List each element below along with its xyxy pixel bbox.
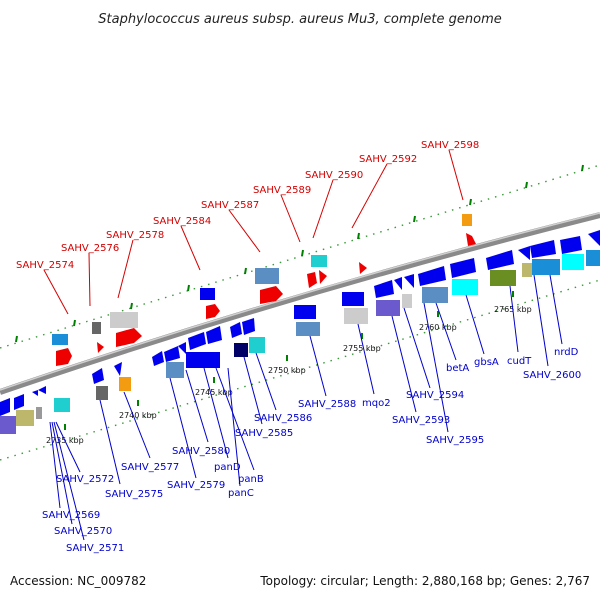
gene-label[interactable]: betA — [446, 363, 469, 374]
gene-label[interactable]: SAHV_2598 — [421, 140, 479, 151]
map-title: Staphylococcus aureus subsp. aureus Mu3,… — [98, 12, 502, 27]
gene-label[interactable]: SAHV_2580 — [172, 446, 230, 457]
scale-tick-label: 2760 kbp — [419, 323, 457, 332]
gene-label[interactable]: SAHV_2588 — [298, 399, 356, 410]
gene-label[interactable]: panC — [228, 488, 254, 499]
gene-label[interactable]: SAHV_2594 — [406, 390, 464, 401]
reverse-gene-features — [0, 230, 600, 434]
gene-label[interactable]: SAHV_2590 — [305, 170, 363, 181]
genome-backbone — [0, 212, 600, 395]
gene-arrow — [307, 272, 317, 288]
gene-label[interactable]: SAHV_2571 — [66, 543, 124, 554]
gene-feature — [52, 334, 68, 345]
gene-arrow — [56, 348, 72, 366]
outer-track-ticks — [15, 164, 584, 343]
gene-label[interactable]: gbsA — [474, 357, 499, 368]
scale-tick-label: 2755 kbp — [343, 344, 381, 353]
gene-label[interactable]: SAHV_2578 — [106, 230, 164, 241]
gene-label[interactable]: SAHV_2587 — [201, 200, 259, 211]
genome-summary-text: Topology: circular; Length: 2,880,168 bp… — [259, 574, 590, 588]
gene-label[interactable]: SAHV_2579 — [167, 480, 225, 491]
gene-label[interactable]: SAHV_2575 — [105, 489, 163, 500]
genome-backbone-highlight — [0, 212, 600, 391]
gene-label[interactable]: SAHV_2576 — [61, 243, 119, 254]
gene-label[interactable]: SAHV_2585 — [235, 428, 293, 439]
gene-label[interactable]: mqo2 — [362, 398, 391, 409]
gene-label[interactable]: SAHV_2570 — [54, 526, 112, 537]
gene-label[interactable]: panD — [214, 462, 241, 473]
gene-label[interactable]: SAHV_2574 — [16, 260, 74, 271]
gene-arrow — [466, 233, 476, 246]
accession-text: Accession: NC_009782 — [10, 574, 146, 588]
gene-label[interactable]: SAHV_2589 — [253, 185, 311, 196]
forward-label-leaders — [43, 149, 464, 315]
gene-feature — [110, 312, 138, 328]
gene-label[interactable]: SAHV_2569 — [42, 510, 100, 521]
gene-arrow — [260, 286, 283, 304]
gene-feature — [462, 214, 472, 226]
gene-label[interactable]: cudT — [507, 356, 532, 367]
gene-label[interactable]: SAHV_2586 — [254, 413, 312, 424]
gene-label[interactable]: SAHV_2593 — [392, 415, 450, 426]
gene-label[interactable]: SAHV_2595 — [426, 435, 484, 446]
gene-arrow — [206, 304, 220, 319]
scale-tick-label: 2745 kbp — [195, 388, 233, 397]
gene-label[interactable]: SAHV_2592 — [359, 154, 417, 165]
gene-label[interactable]: SAHV_2577 — [121, 462, 179, 473]
gene-label[interactable]: SAHV_2600 — [523, 370, 581, 381]
gene-feature — [255, 268, 279, 284]
gene-arrow — [97, 342, 104, 353]
gene-label[interactable]: SAHV_2572 — [56, 474, 114, 485]
gene-label[interactable]: SAHV_2584 — [153, 216, 211, 227]
forward-gene-features — [52, 214, 476, 366]
gene-feature — [92, 322, 101, 334]
gene-label[interactable]: panB — [238, 474, 264, 485]
reverse-labels: SAHV_2572 SAHV_2569 SAHV_2570 SAHV_2571 … — [42, 347, 581, 554]
scale-tick-label: 2750 kbp — [268, 366, 306, 375]
gene-feature — [311, 255, 327, 267]
gene-arrow — [359, 262, 367, 274]
forward-labels: SAHV_2574 SAHV_2576 SAHV_2578 SAHV_2584 … — [16, 140, 479, 271]
gene-arrow — [319, 270, 327, 284]
gene-label[interactable]: nrdD — [554, 347, 579, 358]
reverse-label-leaders — [49, 274, 563, 541]
gene-feature — [200, 288, 215, 300]
gene-arrow — [116, 328, 142, 347]
scale-tick-label: 2740 kbp — [119, 411, 157, 420]
